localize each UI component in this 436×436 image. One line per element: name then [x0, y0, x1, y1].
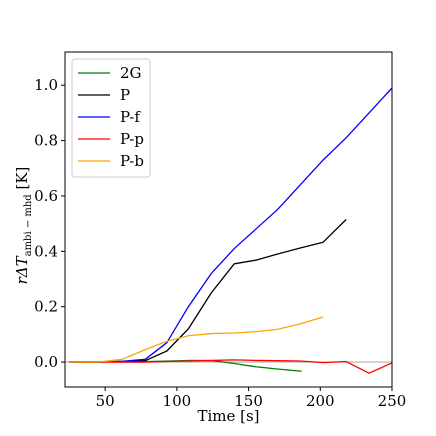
legend-label: P — [120, 86, 130, 104]
axis-ticks: 50 100 150 200 250 0.0 0.2 0.4 0.6 0.8 1.0 — [34, 76, 406, 410]
legend: 2G P P-f P-p P-b — [71, 58, 151, 178]
y-axis-title-subscript: ambi − mhd — [23, 194, 34, 257]
y-tick-label: 0.8 — [34, 132, 58, 150]
series-line-p-b — [69, 316, 324, 363]
plot-layer — [65, 87, 392, 374]
series-line-p-f — [69, 87, 392, 363]
y-tick-label: 0.2 — [34, 298, 58, 316]
y-tick-label: 0.6 — [34, 187, 58, 205]
y-axis-title-main: rΔT — [13, 255, 31, 284]
legend-label: P-p — [120, 130, 144, 148]
plot-area-frame — [64, 51, 393, 388]
x-tick-label: 50 — [96, 392, 115, 410]
legend-item-p: P — [78, 86, 130, 104]
legend-label: P-f — [120, 108, 141, 126]
series-line-p — [69, 219, 347, 363]
x-axis-title: Time [s] — [197, 407, 259, 425]
legend-label: 2G — [120, 64, 142, 82]
y-tick-label: 0.0 — [34, 353, 58, 371]
x-tick-label: 150 — [234, 392, 263, 410]
y-tick-label: 0.4 — [34, 242, 58, 260]
legend-item-p-b: P-b — [78, 152, 144, 170]
x-tick-label: 250 — [378, 392, 407, 410]
legend-box — [71, 58, 151, 178]
y-tick-label: 1.0 — [34, 76, 58, 94]
x-tick-label: 200 — [306, 392, 335, 410]
series-line-p-p — [69, 359, 392, 374]
legend-label: P-b — [120, 152, 144, 170]
legend-item-p-p: P-p — [78, 130, 144, 148]
x-tick-label: 100 — [163, 392, 192, 410]
y-axis-title: rΔTambi − mhd [K] — [13, 167, 34, 285]
y-axis-title-unit: [K] — [13, 167, 31, 195]
legend-item-p-f: P-f — [78, 108, 141, 126]
legend-item-2g: 2G — [78, 64, 142, 82]
